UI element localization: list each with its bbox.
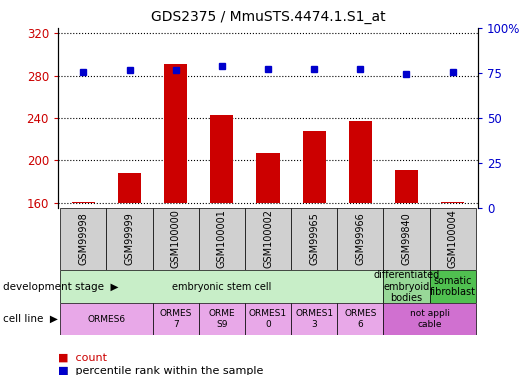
Text: not appli
cable: not appli cable <box>410 309 449 329</box>
Text: GSM100002: GSM100002 <box>263 210 273 268</box>
Bar <box>291 208 337 270</box>
Bar <box>383 303 476 335</box>
Text: ORMES
7: ORMES 7 <box>160 309 192 329</box>
Text: embryonic stem cell: embryonic stem cell <box>172 282 271 291</box>
Bar <box>383 270 429 303</box>
Text: ORMES1
3: ORMES1 3 <box>295 309 333 329</box>
Bar <box>429 208 476 270</box>
Bar <box>395 170 418 203</box>
Text: somatic
fibroblast: somatic fibroblast <box>430 276 475 297</box>
Text: cell line  ▶: cell line ▶ <box>3 314 58 324</box>
Bar <box>199 208 245 270</box>
Bar <box>291 303 337 335</box>
Text: GSM99965: GSM99965 <box>309 213 319 266</box>
Title: GDS2375 / MmuSTS.4474.1.S1_at: GDS2375 / MmuSTS.4474.1.S1_at <box>151 10 385 24</box>
Bar <box>60 270 383 303</box>
Bar <box>118 173 141 203</box>
Bar <box>245 208 291 270</box>
Text: differentiated
embryoid
bodies: differentiated embryoid bodies <box>373 270 439 303</box>
Bar <box>349 121 372 203</box>
Bar <box>60 303 153 335</box>
Text: GSM99999: GSM99999 <box>125 213 135 266</box>
Text: GSM99998: GSM99998 <box>78 213 89 266</box>
Bar <box>337 208 383 270</box>
Bar <box>153 303 199 335</box>
Text: GSM100000: GSM100000 <box>171 210 181 268</box>
Bar <box>153 208 199 270</box>
Text: ■  percentile rank within the sample: ■ percentile rank within the sample <box>58 366 263 375</box>
Bar <box>441 202 464 203</box>
Text: ■  count: ■ count <box>58 353 107 363</box>
Bar <box>429 270 476 303</box>
Bar <box>199 303 245 335</box>
Text: development stage  ▶: development stage ▶ <box>3 282 118 291</box>
Text: ORME
S9: ORME S9 <box>208 309 235 329</box>
Bar <box>383 208 429 270</box>
Text: GSM99966: GSM99966 <box>355 213 365 266</box>
Bar <box>245 303 291 335</box>
Text: ORMES
6: ORMES 6 <box>344 309 376 329</box>
Bar <box>72 202 95 203</box>
Bar <box>303 131 326 203</box>
Text: GSM99840: GSM99840 <box>401 213 411 266</box>
Text: GSM100001: GSM100001 <box>217 210 227 268</box>
Bar <box>337 303 383 335</box>
Bar <box>257 153 279 203</box>
Bar <box>164 64 187 203</box>
Bar <box>60 208 107 270</box>
Bar <box>107 208 153 270</box>
Text: ORMES6: ORMES6 <box>87 315 126 324</box>
Text: GSM100004: GSM100004 <box>448 210 457 268</box>
Text: ■: ■ <box>58 366 68 375</box>
Text: ORMES1
0: ORMES1 0 <box>249 309 287 329</box>
Bar <box>210 115 233 203</box>
